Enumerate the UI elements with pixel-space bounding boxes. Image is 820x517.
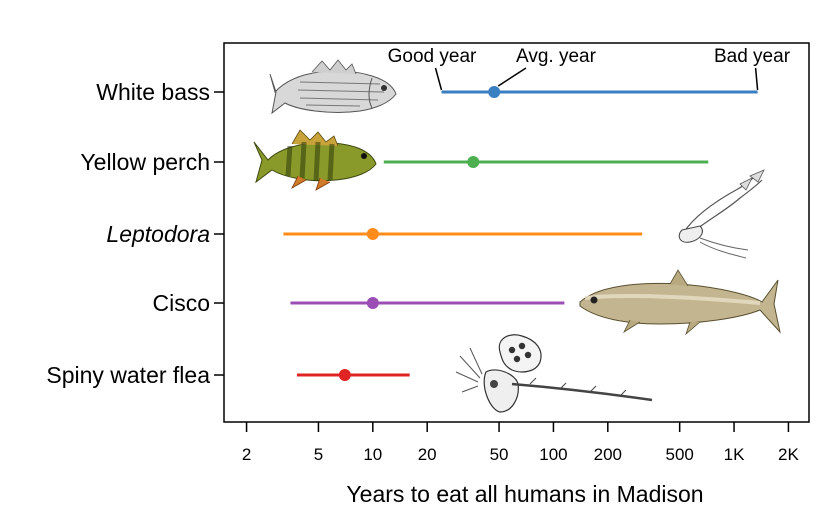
annotation-leader (754, 67, 759, 91)
y-category-label: Spiny water flea (46, 362, 210, 388)
white-bass-illustration (268, 58, 400, 126)
cisco-illustration (572, 265, 784, 343)
x-tick-label: 20 (418, 445, 437, 464)
x-tick-label: 2 (242, 445, 251, 464)
annotation-leader (434, 67, 443, 91)
avg-year-point (467, 156, 480, 168)
annotation-label: Good year (388, 46, 477, 67)
y-category-label: Leptodora (106, 221, 210, 247)
x-tick-label: 500 (665, 445, 693, 464)
x-axis-label: Years to eat all humans in Madison (346, 481, 703, 507)
yellow-perch-illustration (253, 129, 377, 191)
avg-year-point (488, 86, 501, 98)
series-layer (283, 86, 758, 381)
x-tick-label: 1K (724, 445, 745, 464)
x-tick-label: 5 (314, 445, 323, 464)
plot-frame (223, 42, 810, 423)
avg-year-point (366, 228, 379, 240)
illustrations (253, 58, 784, 413)
x-tick-label: 10 (363, 445, 382, 464)
annotation-label: Bad year (714, 46, 791, 67)
x-tick-label: 2K (778, 445, 799, 464)
y-axis: White bass Yellow perch Leptodora Cisco Spin… (46, 79, 224, 388)
x-tick-label: 50 (490, 445, 509, 464)
spiny-water-flea-illustration (455, 334, 653, 413)
y-category-label: White bass (96, 79, 210, 105)
annotation-layer: Good year Avg. year Bad year (388, 46, 791, 91)
leptodora-illustration (668, 169, 772, 262)
y-category-label: Cisco (152, 290, 210, 316)
annotation-leader (497, 67, 527, 87)
y-category-label: Yellow perch (80, 149, 210, 175)
x-tick-label: 200 (594, 445, 622, 464)
annotation-label: Avg. year (516, 46, 597, 67)
x-axis: 2 5 10 20 50 100 200 500 1K 2K (242, 422, 799, 464)
avg-year-point (366, 297, 379, 309)
x-tick-label: 100 (539, 445, 567, 464)
avg-year-point (338, 369, 351, 381)
